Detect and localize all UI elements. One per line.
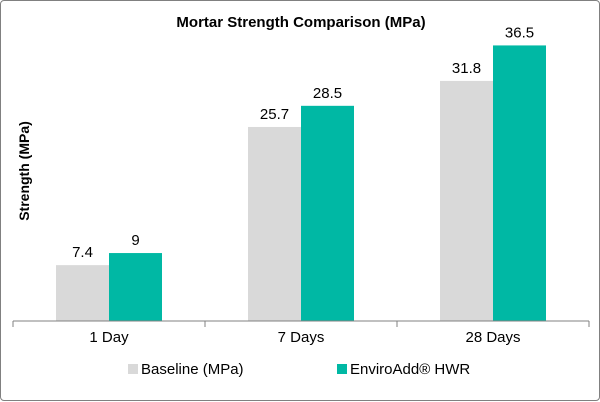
legend-swatch-enviroadd-hwr	[337, 364, 347, 374]
x-tick-label-1-day: 1 Day	[89, 329, 129, 346]
y-axis-label: Strength (MPa)	[16, 121, 32, 221]
legend-swatch-baseline-mpa	[128, 364, 138, 374]
bar-enviroadd-hwr-1-day	[109, 253, 162, 321]
chart-title: Mortar Strength Comparison (MPa)	[176, 14, 425, 31]
data-label-baseline-mpa-28-days: 31.8	[452, 60, 481, 77]
legend-label-baseline-mpa: Baseline (MPa)	[141, 361, 244, 378]
bar-baseline-mpa-7-days	[248, 126, 301, 321]
x-tick-label-7-days: 7 Days	[278, 329, 325, 346]
x-tick-label-28-days: 28 Days	[465, 329, 520, 346]
legend-label-enviroadd-hwr: EnviroAdd® HWR	[350, 361, 470, 378]
bars-group: 7.4 9 25.7 28.5 31.8 36.5	[56, 24, 546, 322]
bar-baseline-mpa-28-days	[440, 80, 493, 321]
data-label-enviroadd-hwr-28-days: 36.5	[505, 24, 534, 41]
legend: Baseline (MPa) EnviroAdd® HWR	[128, 361, 470, 378]
data-label-baseline-mpa-7-days: 25.7	[260, 106, 289, 123]
x-axis: 1 Day 7 Days 28 Days	[12, 320, 590, 346]
data-label-baseline-mpa-1-day: 7.4	[72, 244, 93, 261]
bar-enviroadd-hwr-7-days	[301, 105, 354, 321]
data-label-enviroadd-hwr-7-days: 28.5	[313, 85, 342, 102]
data-label-enviroadd-hwr-1-day: 9	[131, 232, 139, 249]
bar-enviroadd-hwr-28-days	[493, 45, 546, 322]
bar-baseline-mpa-1-day	[56, 265, 109, 321]
